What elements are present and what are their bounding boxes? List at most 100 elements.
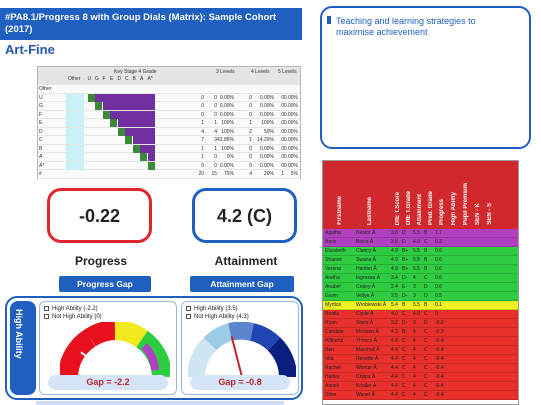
student-cell: Croley Â [356,284,376,290]
progress-gap-pill[interactable]: Progress Gap [59,276,151,292]
student-cell: Mortsen Â [356,329,379,335]
matrix-value: 4 [201,128,204,135]
student-cell: Elizabeth [325,248,346,254]
group-sidebar-label: High Ability [14,309,24,359]
student-cell: Agatha [325,230,341,236]
matrix-value: 0.00% [283,145,298,152]
matrix-row: A 1 0 0% 0 0.00% 0 0.00% [38,153,300,162]
attainment-gap-pill[interactable]: Attainment Gap [190,276,294,292]
student-cell: 0.6 [435,275,442,281]
student-cell: 4.4 [391,347,398,353]
student-row[interactable]: Elizabeth Clancy Â 4.9 B+ 5.5 B 0.6 [323,247,518,256]
matrix-value: 1 [201,120,204,126]
matrix-level5-header: 5 Levels [278,69,297,75]
student-cell: 2.4 [391,284,398,290]
matrix-cell [66,144,84,153]
student-cell: D [402,230,406,236]
matrix-cell [140,144,155,153]
student-cell: Anneli [325,383,339,389]
matrix-cell [140,153,147,161]
matrix-row: C 7 3 42.86% 1 14.29% 0 0.00% [38,136,300,145]
matrix-value: 1 [201,154,204,160]
student-cell: 4.4 [391,338,398,344]
student-cell: Gavin [325,293,339,299]
matrix-cell [117,119,155,127]
student-row[interactable]: Stine Wanet Â 4.4 C 4 C -0.4 [323,391,518,400]
matrix-cell [102,102,155,110]
student-cell: -0.4 [435,365,444,371]
student-cell: -0.4 [435,392,444,398]
student-row[interactable]: Vita Renette Â 4.4 C 4 C -0.4 [323,355,518,364]
student-row[interactable]: Anneli Kristler Â 4.4 C 4 C -0.4 [323,382,518,391]
matrix-value: 0 [281,145,284,152]
matrix-row-label: G [39,103,43,109]
matrix-value: 0.00% [259,162,274,169]
matrix-value: 0.00% [259,111,274,118]
student-cell: 4.4 [391,365,398,371]
student-row[interactable]: Ryan Sliets Â 3.2 D- 3 D -0.2 [323,319,518,328]
gauge-band-2 [203,323,233,351]
strategies-box[interactable]: Teaching and learning strategies to maxi… [320,6,531,149]
matrix-value: 4 [214,128,217,135]
student-cell: C [402,383,406,389]
matrix-value: 0.00% [259,145,274,152]
student-row[interactable]: Sharize Swana Â 4.9 B+ 5.5 B 0.6 [323,256,518,265]
student-row[interactable]: Aretha Ingressa Â 3.4 D- 4 C 0.6 [323,274,518,283]
grade-col-header: E [110,76,114,82]
matrix-row-label: D [39,128,43,135]
matrix-value: 0 [281,111,284,118]
matrix-value: 0.00% [283,103,298,109]
student-row[interactable]: Boris Boise Â 3.8 D 4.0 C 0.2 [323,238,518,247]
matrix-value: 0 [249,103,252,109]
student-cell: 4.4 [391,356,398,362]
student-cell: 5.5 [413,248,420,254]
student-row[interactable]: Harley Cripps Â 4.4 C 4 C -0.4 [323,373,518,382]
student-cell: Swana Â [356,257,377,263]
student-cell: E- [402,284,407,290]
student-row[interactable]: Verena Hamlet Â 4.9 B+ 5.5 B 0.6 [323,265,518,274]
student-cell: 5.5 [413,302,420,308]
student-row[interactable]: Gavin Vellye Â 2.5 D- 3 D 0.5 [323,292,518,301]
student-cell: 4.9 [391,248,398,254]
gauge-band-5 [267,337,296,378]
matrix-value: 5% [290,171,298,177]
student-row[interactable]: Myrtice Wroblewski Â 5.4 B 5.5 B 0.1 [323,301,518,310]
matrix-value: 0 [249,94,252,101]
matrix-row-label: U [39,94,43,101]
attainment-dial-legend: High Ability (3.5) Not High Ability (4.3… [186,305,249,321]
gauge-band-3 [227,322,255,341]
matrix-value: 0 [281,94,284,101]
student-cell: Verena [325,266,341,272]
student-cell: Boise Â [356,239,374,245]
student-cell: 4 [413,374,416,380]
student-cell: B [424,248,428,254]
progress-gap-value: Gap = -2.2 [48,375,168,390]
student-row[interactable]: Anabel Croley Â 2.4 E- 3 D 0.6 [323,283,518,292]
student-row[interactable]: Wilberta Thocco Â 4.4 C 4 C -0.4 [323,337,518,346]
student-row[interactable]: Agatha Nestor Â 3.8 D 5.5 B 1.7 [323,229,518,238]
student-col-header: DfE T.Score [395,191,401,225]
student-cell: C [402,374,406,380]
student-row[interactable]: Beatla Clyde Â 4.0 C 4.0 C 0 [323,310,518,319]
matrix-cell [110,110,155,119]
student-cell: Beatla [325,311,340,317]
matrix-value: 15 [211,171,217,177]
student-row[interactable]: Rachel Wontar Â 4.4 C 4 C -0.4 [323,364,518,373]
student-cell: D- [402,320,408,326]
legend-text: Not High Ability (0) [52,314,102,320]
matrix-value: 0.00% [259,94,274,101]
attainment-value-box: 4.2 (C) [192,188,297,243]
student-row[interactable]: Ben Marshall Â 4.4 C 4 C -0.4 [323,346,518,355]
matrix-value: 0 [281,128,284,135]
student-row[interactable]: Candide Mortsen Â 4.3 B- 4 C -0.3 [323,328,518,337]
matrix-row-label: B [39,145,43,152]
matrix-value: 0 [201,103,204,109]
legend-swatch [44,314,49,319]
matrix-row-label: # [39,171,42,177]
student-cell: 3.8 [391,239,398,245]
student-cell: B [424,230,428,236]
attainment-label: Attainment [214,254,278,268]
matrix-value: 1 [281,171,284,177]
matrix-value: 0.00% [283,162,298,169]
student-cell: Renette Â [356,356,379,362]
